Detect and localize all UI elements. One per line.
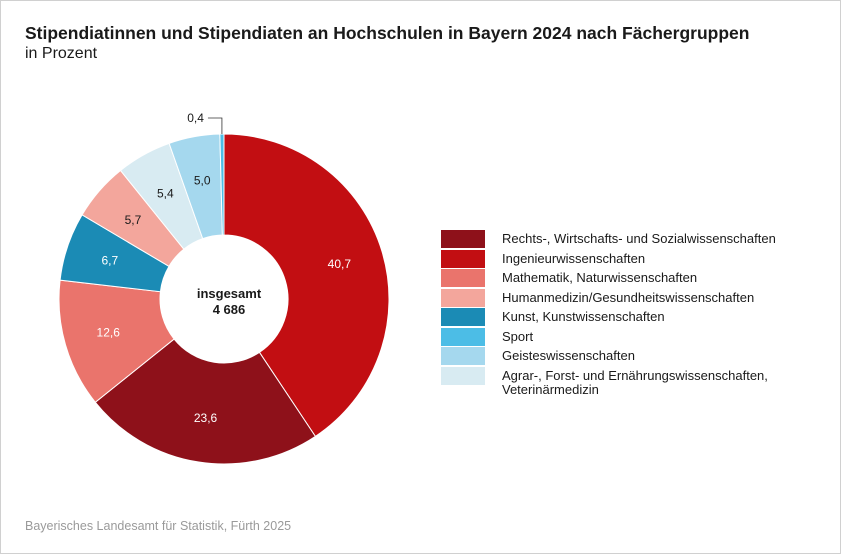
- slice-value-label: 6,7: [101, 254, 118, 268]
- legend-item: Geisteswissenschaften: [441, 347, 776, 367]
- slice-value-label: 23,6: [194, 411, 218, 425]
- legend-item: Sport: [441, 327, 776, 348]
- slice-value-label: 0,4: [187, 111, 204, 125]
- legend-swatch: [441, 308, 485, 326]
- legend-swatch: [441, 288, 485, 307]
- slice-value-label: 40,7: [328, 257, 352, 271]
- donut-slice: [94, 338, 317, 465]
- legend-label: Kunst, Kunstwissenschaften: [502, 310, 665, 324]
- chart-subtitle: in Prozent: [25, 45, 98, 62]
- legend-label-line: Kunst, Kunstwissenschaften: [502, 309, 665, 324]
- donut-slice: [219, 133, 225, 236]
- legend-item: Kunst, Kunstwissenschaften: [441, 308, 776, 328]
- slice-value-label: 5,7: [125, 213, 142, 227]
- legend-item: Rechts-, Wirtschafts- und Sozialwissensc…: [441, 230, 776, 250]
- slice-value-label: 5,4: [157, 187, 174, 201]
- legend-label-line: Ingenieurwissenschaften: [502, 250, 646, 266]
- center-label-total: 4 686: [213, 302, 246, 317]
- legend-label: Mathematik, Naturwissenschaften: [502, 271, 697, 285]
- legend-item: Agrar-, Forst- und Ernährungswissenschaf…: [441, 366, 776, 396]
- legend-label: Sport: [502, 328, 534, 344]
- legend-swatch: [441, 230, 485, 248]
- legend-item: Mathematik, Naturwissenschaften: [441, 269, 776, 289]
- legend-swatch: [441, 327, 485, 346]
- legend-label-line: Sport: [502, 328, 534, 344]
- center-label-title: insgesamt: [197, 286, 262, 301]
- legend-label: Humanmedizin/Gesundheitswissenschaften: [502, 289, 755, 305]
- legend-label-line: Mathematik, Naturwissenschaften: [502, 270, 698, 285]
- donut-slice: [58, 279, 175, 403]
- legend-label: Ingenieurwissenschaften: [502, 250, 646, 266]
- legend-swatch: [441, 249, 485, 268]
- legend: Rechts-, Wirtschafts- und Sozialwissensc…: [441, 230, 776, 396]
- leader-line: [207, 117, 223, 135]
- legend-label-line: Humanmedizin/Gesundheitswissenschaften: [502, 289, 755, 305]
- legend-item: Ingenieurwissenschaften: [441, 249, 776, 270]
- legend-label-line: Veterinärmedizin: [502, 381, 599, 397]
- legend-label: Rechts-, Wirtschafts- und Sozialwissensc…: [502, 232, 776, 246]
- slice-value-label: 5,0: [194, 173, 211, 187]
- source-note: Bayerisches Landesamt für Statistik, Für…: [25, 519, 292, 533]
- legend-swatch: [441, 269, 485, 287]
- legend-label-line: Agrar-, Forst- und Ernährungswissenschaf…: [502, 367, 768, 383]
- donut-chart: 40,7 23,6 12,6 6,7 5,7 5,4 5,0 0,4 insgesamt 4 …: [58, 111, 390, 465]
- legend-label: Geisteswissenschaften: [502, 349, 635, 363]
- legend-label-line: Rechts-, Wirtschafts- und Sozialwissensc…: [502, 231, 776, 246]
- legend-swatch: [441, 347, 485, 365]
- legend-label: Agrar-, Forst- und Ernährungswissenschaf…: [502, 367, 768, 397]
- slice-value-label: 12,6: [97, 325, 121, 339]
- chart-title: Stipendiatinnen und Stipendiaten an Hoch…: [25, 23, 750, 43]
- legend-label-line: Geisteswissenschaften: [502, 348, 635, 363]
- legend-item: Humanmedizin/Gesundheitswissenschaften: [441, 288, 776, 309]
- legend-swatch: [441, 366, 485, 385]
